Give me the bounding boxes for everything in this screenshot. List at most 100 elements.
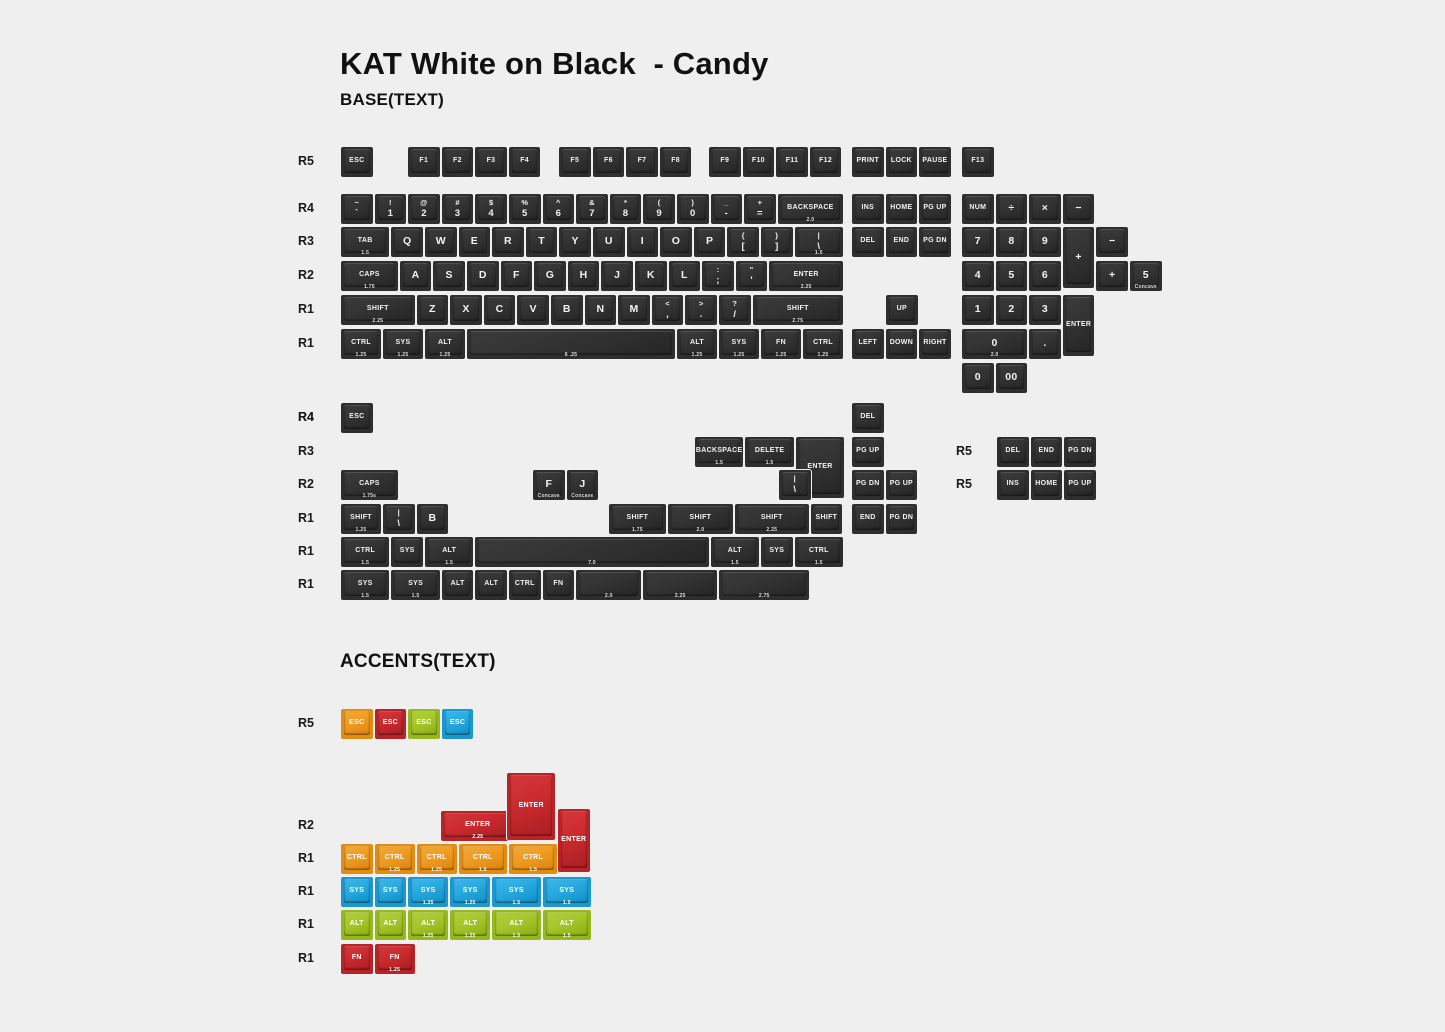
numpad-key-11[interactable]: 6 xyxy=(1028,260,1062,292)
key-b[interactable]: B xyxy=(550,294,584,326)
key-num-=[interactable]: + = xyxy=(743,193,777,225)
key-shift-2.0[interactable]: SHIFT 2.0 xyxy=(666,503,734,535)
key-h[interactable]: H xyxy=(566,260,601,292)
key-delete-15[interactable]: DELETE 1.5 xyxy=(744,436,795,468)
numpad-enter[interactable]: ENTER xyxy=(1061,294,1096,357)
numpad-key-2[interactable]: × xyxy=(1028,193,1062,225)
nav-grid-3[interactable]: INS xyxy=(996,469,1030,501)
key-t[interactable]: T xyxy=(524,226,559,258)
key-shift-2.25[interactable]: SHIFT 2.25 xyxy=(734,503,810,535)
key-a[interactable]: A xyxy=(398,260,433,292)
key-num-5[interactable]: % 5 xyxy=(508,193,542,225)
numpad-plus[interactable]: + xyxy=(1061,226,1096,289)
key-del-col[interactable]: DEL xyxy=(851,402,885,434)
key-w[interactable]: W xyxy=(424,226,458,258)
key-shift[interactable]: SHIFT 2.75 xyxy=(751,294,844,326)
key-num-8[interactable]: * 8 xyxy=(608,193,643,225)
key-del[interactable]: DEL xyxy=(851,226,885,258)
key-x[interactable]: X xyxy=(449,294,483,326)
accent-ctrl-0[interactable]: CTRL xyxy=(340,843,374,875)
key-d[interactable]: D xyxy=(466,260,500,292)
accent-alt-0[interactable]: ALT xyxy=(340,909,374,941)
key-f12[interactable]: F12 xyxy=(808,146,843,178)
key-arrow-right[interactable]: RIGHT xyxy=(918,328,952,360)
key-f4[interactable]: F4 xyxy=(507,146,542,178)
key-shift-125[interactable]: SHIFT 1.25 xyxy=(340,503,382,535)
key-shift-1u[interactable]: SHIFT xyxy=(809,503,844,535)
key-punct[interactable]: ? / xyxy=(718,294,752,326)
key-k[interactable]: K xyxy=(634,260,668,292)
key-last-3-alt[interactable]: ALT xyxy=(474,569,508,601)
key-last-5-fn[interactable]: FN xyxy=(541,569,576,601)
accent-alt-1[interactable]: ALT xyxy=(373,909,408,941)
key-esc-alt[interactable]: ESC xyxy=(340,402,374,434)
key-r[interactable]: R xyxy=(491,226,525,258)
accent-sys-1[interactable]: SYS xyxy=(373,876,408,908)
numpad-key-9[interactable]: 4 xyxy=(961,260,995,292)
accent-sys-5[interactable]: SYS 1.5 xyxy=(541,876,592,908)
accent-esc-orange[interactable]: ESC xyxy=(340,708,374,740)
key-f-concave[interactable]: F Concave xyxy=(532,469,566,501)
key-caps-stepped[interactable]: CAPS 1.75s xyxy=(340,469,399,501)
accent-ctrl-3[interactable]: CTRL 1.5 xyxy=(457,843,508,875)
numpad-key-16[interactable]: 3 xyxy=(1028,294,1062,326)
key-arrow-down[interactable]: DOWN xyxy=(884,328,919,360)
nav-grid-0[interactable]: DEL xyxy=(996,436,1030,468)
key-sys[interactable]: SYS 1.25 xyxy=(382,328,424,360)
key-bracket[interactable]: }] xyxy=(760,226,794,258)
key-iso-backslash[interactable]: | \ xyxy=(778,469,812,501)
key-esc[interactable]: ESC xyxy=(340,146,374,178)
key-c[interactable]: C xyxy=(482,294,517,326)
key-last-1-sys[interactable]: SYS 1.5 xyxy=(390,569,441,601)
key-print[interactable]: PRINT xyxy=(851,146,885,178)
numpad-minus-extra[interactable]: − xyxy=(1095,226,1129,258)
numpad-key-6[interactable]: 9 xyxy=(1028,226,1062,258)
accent-ctrl-2[interactable]: CTRL 1.25 xyxy=(415,843,458,875)
accent-fn-0[interactable]: FN xyxy=(340,943,374,975)
nav-grid-2[interactable]: PG DN xyxy=(1063,436,1097,468)
key-p[interactable]: P xyxy=(692,226,727,258)
key-f10[interactable]: F10 xyxy=(741,146,776,178)
key-bracket[interactable]: {[ xyxy=(726,226,760,258)
key-spacebar-7u[interactable]: 7.0 xyxy=(474,536,710,568)
key-num-7[interactable]: & 7 xyxy=(575,193,609,225)
accent-alt-2[interactable]: ALT 1.25 xyxy=(407,909,450,941)
key-l[interactable]: L xyxy=(667,260,702,292)
numpad-key-0[interactable]: NUM xyxy=(961,193,995,225)
numpad-key-3[interactable]: − xyxy=(1061,193,1096,225)
key-alt[interactable]: ALT 1.5 xyxy=(709,536,760,568)
accent-fn-1[interactable]: FN 1.25 xyxy=(373,943,416,975)
key-ctrl[interactable]: CTRL 1.25 xyxy=(802,328,844,360)
key-arrow-left[interactable]: LEFT xyxy=(851,328,885,360)
key-pause[interactable]: PAUSE xyxy=(918,146,952,178)
key-b-alt[interactable]: B xyxy=(415,503,450,535)
key-f2[interactable]: F2 xyxy=(440,146,475,178)
accent-esc-red[interactable]: ESC xyxy=(373,708,408,740)
key-last-7-blank[interactable]: 2.25 xyxy=(642,569,718,601)
key-backspace-15[interactable]: BACKSPACE 1.5 xyxy=(694,436,745,468)
key-s[interactable]: S xyxy=(432,260,466,292)
numpad-zero-1u[interactable]: 0 xyxy=(961,362,995,394)
key-enter[interactable]: ENTER 2.25 xyxy=(768,260,844,292)
key-f13[interactable]: F13 xyxy=(961,146,995,178)
key-arrow-up[interactable]: UP xyxy=(885,294,919,326)
accent-alt-5[interactable]: ALT 1.5 xyxy=(541,909,592,941)
key-alt[interactable]: ALT 1.25 xyxy=(424,328,466,360)
key-pg-dn[interactable]: PG DN xyxy=(918,226,952,258)
accent-sys-0[interactable]: SYS xyxy=(340,876,374,908)
key-f6[interactable]: F6 xyxy=(591,146,626,178)
accent-alt-3[interactable]: ALT 1.25 xyxy=(449,909,492,941)
key-pg-up[interactable]: PG UP xyxy=(918,193,952,225)
key-num-2[interactable]: @2 xyxy=(407,193,441,225)
key-ctrl[interactable]: CTRL 1.5 xyxy=(340,536,391,568)
key-bracket[interactable]: | \ 1.5 xyxy=(793,226,844,258)
key-last-0-sys[interactable]: SYS 1.5 xyxy=(340,569,391,601)
key-end-col[interactable]: END xyxy=(851,503,885,535)
key-sys[interactable]: SYS xyxy=(760,536,794,568)
key-f8[interactable]: F8 xyxy=(658,146,693,178)
key-y[interactable]: Y xyxy=(558,226,592,258)
key-f5[interactable]: F5 xyxy=(558,146,592,178)
numpad-key-5[interactable]: 8 xyxy=(994,226,1029,258)
key-j-concave[interactable]: J Concave xyxy=(565,469,600,501)
key-shift-1.75[interactable]: SHIFT 1.75 xyxy=(608,503,667,535)
